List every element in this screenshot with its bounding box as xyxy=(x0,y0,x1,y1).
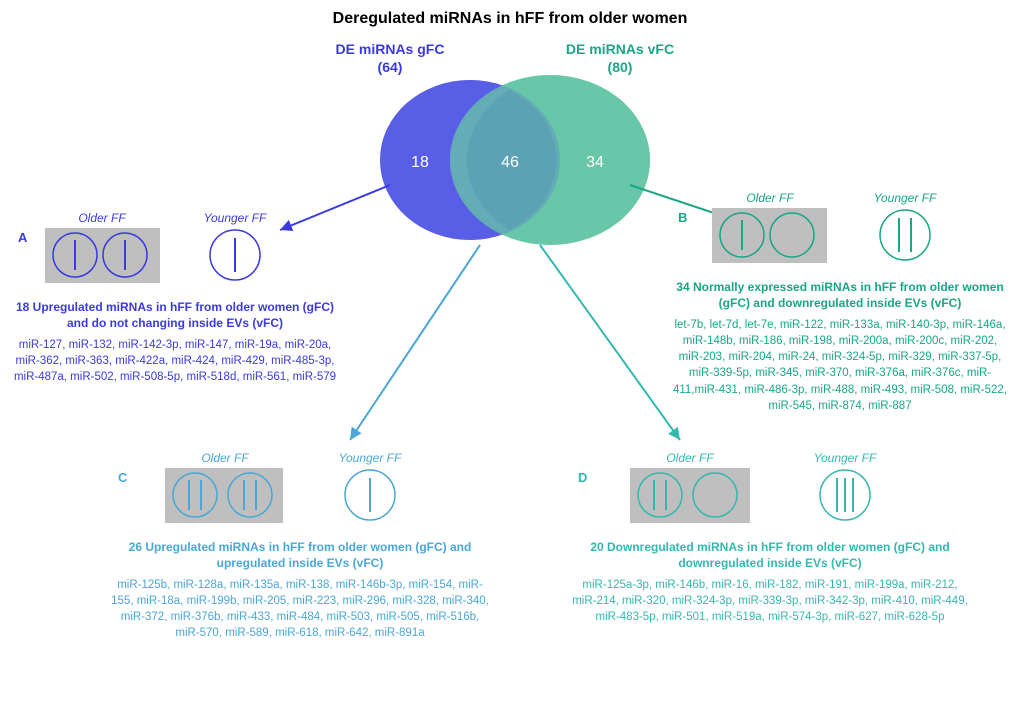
svg-text:Younger FF: Younger FF xyxy=(874,191,937,205)
section-b-cells: Older FF Younger FF xyxy=(670,190,1010,270)
venn-left-label-block: DE miRNAs gFC (64) xyxy=(310,40,470,76)
venn-region-mid: 46 xyxy=(501,154,519,171)
svg-text:Younger FF: Younger FF xyxy=(204,211,267,225)
section-b: B Older FF Younger FF 34 Normally expres… xyxy=(670,190,1010,414)
venn-region-right: 34 xyxy=(586,154,604,171)
section-c-title: 26 Upregulated miRNAs in hFF from older … xyxy=(110,540,490,571)
svg-text:Older FF: Older FF xyxy=(746,191,794,205)
section-c-cells: Older FF Younger FF xyxy=(110,450,490,530)
section-d-letter: D xyxy=(578,470,587,485)
venn-right-label-block: DE miRNAs vFC (80) xyxy=(540,40,700,76)
venn-left-count: (64) xyxy=(378,59,403,75)
svg-text:Younger FF: Younger FF xyxy=(814,451,877,465)
section-b-letter: B xyxy=(678,210,687,225)
section-d: D Older FF Younger FF 20 Downregulated m… xyxy=(570,450,970,625)
section-c-list: miR-125b, miR-128a, miR-135a, miR-138, m… xyxy=(110,577,490,641)
section-a-cells: Older FF Younger FF xyxy=(10,210,340,290)
figure-title: Deregulated miRNAs in hFF from older wom… xyxy=(10,10,1010,28)
venn-left-label: DE miRNAs gFC xyxy=(336,41,445,57)
venn-right-count: (80) xyxy=(608,59,633,75)
figure-canvas: Deregulated miRNAs in hFF from older wom… xyxy=(10,10,1010,700)
svg-text:Younger FF: Younger FF xyxy=(339,451,402,465)
venn-region-left: 18 xyxy=(411,154,429,171)
section-c-letter: C xyxy=(118,470,127,485)
arrow-c xyxy=(340,240,490,450)
section-b-list: let-7b, let-7d, let-7e, miR-122, miR-133… xyxy=(670,317,1010,414)
arrow-d xyxy=(530,240,690,450)
section-d-list: miR-125a-3p, miR-146b, miR-16, miR-182, … xyxy=(570,577,970,625)
section-d-cells: Older FF Younger FF xyxy=(570,450,970,530)
svg-text:Older FF: Older FF xyxy=(78,211,126,225)
section-a-letter: A xyxy=(18,230,27,245)
section-c: C Older FF Younger FF 26 Upregulated miR… xyxy=(110,450,490,642)
section-d-title: 20 Downregulated miRNAs in hFF from olde… xyxy=(570,540,970,571)
svg-text:Older FF: Older FF xyxy=(201,451,249,465)
svg-text:Older FF: Older FF xyxy=(666,451,714,465)
section-a: A Older FF Younger FF 18 Upregulated miR… xyxy=(10,210,340,385)
section-b-title: 34 Normally expressed miRNAs in hFF from… xyxy=(670,280,1010,311)
section-a-list: miR-127, miR-132, miR-142-3p, miR-147, m… xyxy=(10,337,340,385)
venn-right-label: DE miRNAs vFC xyxy=(566,41,674,57)
section-a-title: 18 Upregulated miRNAs in hFF from older … xyxy=(10,300,340,331)
